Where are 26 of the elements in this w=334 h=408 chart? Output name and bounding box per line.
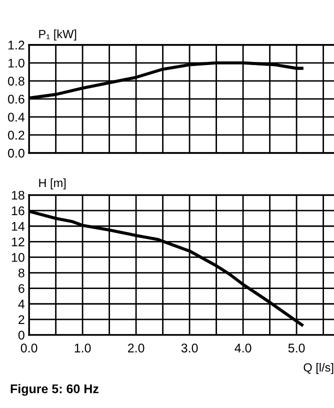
y-tick-label: 10 — [12, 253, 24, 262]
x-tick-label: 4.0 — [234, 344, 252, 352]
y-tick-label: 0 — [18, 330, 24, 340]
y-tick-label: 6 — [18, 284, 24, 293]
y-tick-label: 2 — [18, 315, 24, 324]
y-axis-title: H [m] — [39, 178, 66, 190]
x-axis-title: Q [l/s] — [304, 362, 334, 374]
x-tick-label: 3.0 — [181, 344, 198, 352]
y-tick-label: 14 — [12, 222, 25, 231]
y-tick-label: 0.4 — [8, 112, 25, 122]
y-tick-label: 0.2 — [8, 130, 24, 140]
y-tick-label: 0.0 — [8, 148, 24, 158]
y-tick-label: 1.2 — [8, 40, 24, 50]
y-tick-label: 16 — [12, 206, 24, 216]
x-tick-label: 1.0 — [74, 344, 91, 352]
y-axis-title: P₁ [kW] — [39, 30, 76, 41]
x-tick-label: 2.0 — [128, 344, 144, 352]
y-tick-label: 4 — [18, 300, 25, 308]
x-tick-label: 5.0 — [288, 344, 305, 352]
caption: Figure 5: 60 Hz — [10, 384, 98, 396]
y-tick-label: 18 — [12, 190, 24, 200]
y-tick-label: 0.8 — [8, 76, 24, 86]
y-tick-label: 12 — [12, 237, 24, 246]
y-tick-label: 0.6 — [8, 94, 24, 104]
y-tick-label: 8 — [18, 268, 24, 278]
y-tick-label: 1.0 — [8, 58, 24, 68]
